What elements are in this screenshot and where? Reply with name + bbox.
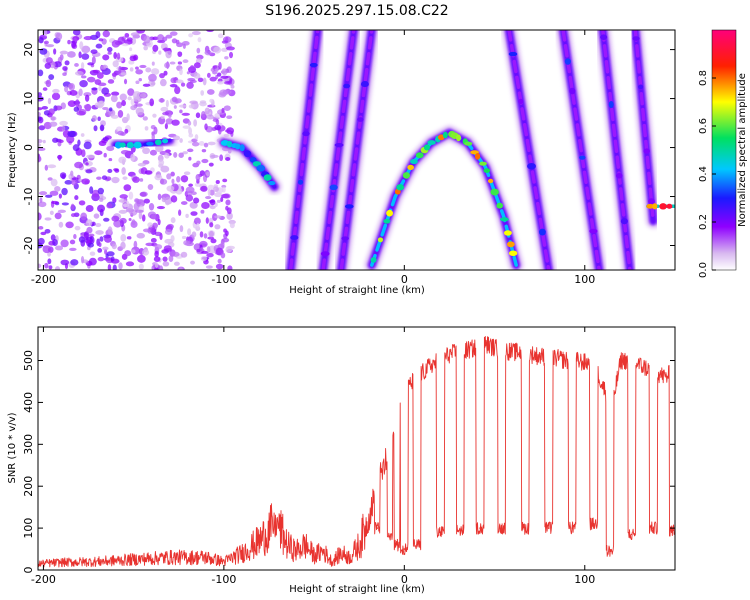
colorbar-tick-label: 0.8	[698, 70, 709, 86]
snr-dip-point	[416, 544, 418, 546]
snr-y-tick-label: 500	[22, 350, 35, 371]
spectrogram-x-tick-label: 100	[574, 273, 595, 286]
snr-y-tick-label: 300	[22, 434, 35, 455]
spectrogram-feature-sloped-line-3	[334, 30, 379, 270]
chart-title: S196.2025.297.15.08.C22	[265, 3, 448, 19]
spectrogram-feature-dc-streak-left	[108, 133, 177, 153]
spectrogram-marks	[38, 30, 675, 270]
snr-x-ticks: -200 -100 0 100	[31, 327, 595, 586]
spectrogram-x-tick-label: -200	[31, 273, 56, 286]
colorbar-tick-label: 0.4	[698, 166, 709, 182]
snr-dip-point	[652, 527, 655, 529]
snr-x-tick-label: -200	[31, 573, 56, 586]
snr-dip-point	[609, 550, 611, 552]
spectrogram-feature-tone-right	[640, 199, 675, 214]
spectrogram-feature-sloped-line-4	[502, 30, 556, 270]
snr-y-ticks: 0 100 200 300 400 500	[22, 350, 675, 574]
snr-dip-point	[500, 527, 503, 529]
colorbar-gradient	[711, 29, 737, 271]
snr-dip-point	[524, 527, 527, 529]
colorbar-tick-label: 0.6	[698, 118, 709, 134]
snr-y-tick-label: 400	[22, 392, 35, 413]
spectrogram-feature-noise-region	[38, 30, 236, 270]
snr-frame	[37, 326, 676, 571]
colorbar-ticks: 0.0 0.2 0.4 0.6 0.8	[698, 70, 716, 278]
snr-dip-point	[479, 527, 481, 529]
spectrogram-feature-sloped-line-2	[316, 30, 361, 270]
spectrogram-y-ticks: -20 -10 0 10 20	[22, 43, 675, 255]
spectrogram-feature-sloped-line-6	[595, 30, 637, 270]
spectrogram-x-tick-label: -100	[211, 273, 236, 286]
colorbar-tick-label: 0.2	[698, 214, 709, 230]
spectrogram-x-tick-label: 0	[401, 273, 408, 286]
snr-dip-point	[571, 527, 573, 529]
spectrogram-feature-sloped-line-5	[556, 30, 607, 270]
snr-dip-point	[403, 548, 406, 550]
snr-dip-point	[376, 527, 379, 529]
snr-dip-point	[592, 523, 595, 525]
snr-dip-point	[389, 535, 391, 538]
snr-y-tick-label: 200	[22, 476, 35, 497]
spectrogram-y-tick-label: -20	[22, 237, 35, 255]
snr-y-tick-label: 100	[22, 518, 35, 539]
spectrogram-y-label: Frequency (Hz)	[7, 112, 18, 188]
snr-series-line	[38, 335, 675, 568]
snr-plot-area	[38, 327, 675, 570]
spectrogram-feature-parabola-main	[364, 125, 524, 270]
snr-dip-point	[459, 529, 462, 531]
spectrogram-y-tick-label: 0	[22, 144, 35, 151]
spectrogram-y-tick-label: 20	[22, 43, 35, 57]
snr-x-tick-label: 0	[401, 573, 408, 586]
snr-x-label: Height of straight line (km)	[289, 584, 425, 595]
snr-marks	[38, 335, 675, 568]
colorbar-tick-label: 0.0	[698, 262, 709, 278]
colorbar: 0.0 0.2 0.4 0.6 0.8 Normalized spectral ampl…	[698, 29, 748, 278]
spectrogram-feature-dc-streak-right	[216, 135, 282, 194]
snr-dip-point	[672, 529, 674, 531]
spectrogram-x-label: Height of straight line (km)	[289, 285, 425, 296]
snr-dip-point	[439, 531, 442, 534]
spectrogram-feature-sloped-line-1	[283, 30, 325, 270]
snr-dip-point	[630, 533, 633, 536]
snr-dip-point	[396, 544, 398, 546]
snr-y-tick-label: 0	[22, 567, 35, 574]
spectrogram-x-ticks: -200 -100 0 100	[31, 30, 595, 286]
snr-panel: -200 -100 0 100 0 100 200 300 400 500 Height of …	[7, 326, 676, 595]
colorbar-label: Normalized spectral amplitude	[737, 73, 748, 227]
spectrogram-y-tick-label: -10	[22, 188, 35, 206]
snr-dip-point	[547, 527, 550, 529]
spectrogram-frame	[37, 29, 676, 271]
snr-x-tick-label: 100	[574, 573, 595, 586]
snr-y-label: SNR (10 * v/v)	[7, 412, 18, 483]
snr-x-tick-label: -100	[211, 573, 236, 586]
spectrogram-y-tick-label: 10	[22, 92, 35, 106]
spectrogram-feature-sloped-line-7	[628, 30, 661, 228]
